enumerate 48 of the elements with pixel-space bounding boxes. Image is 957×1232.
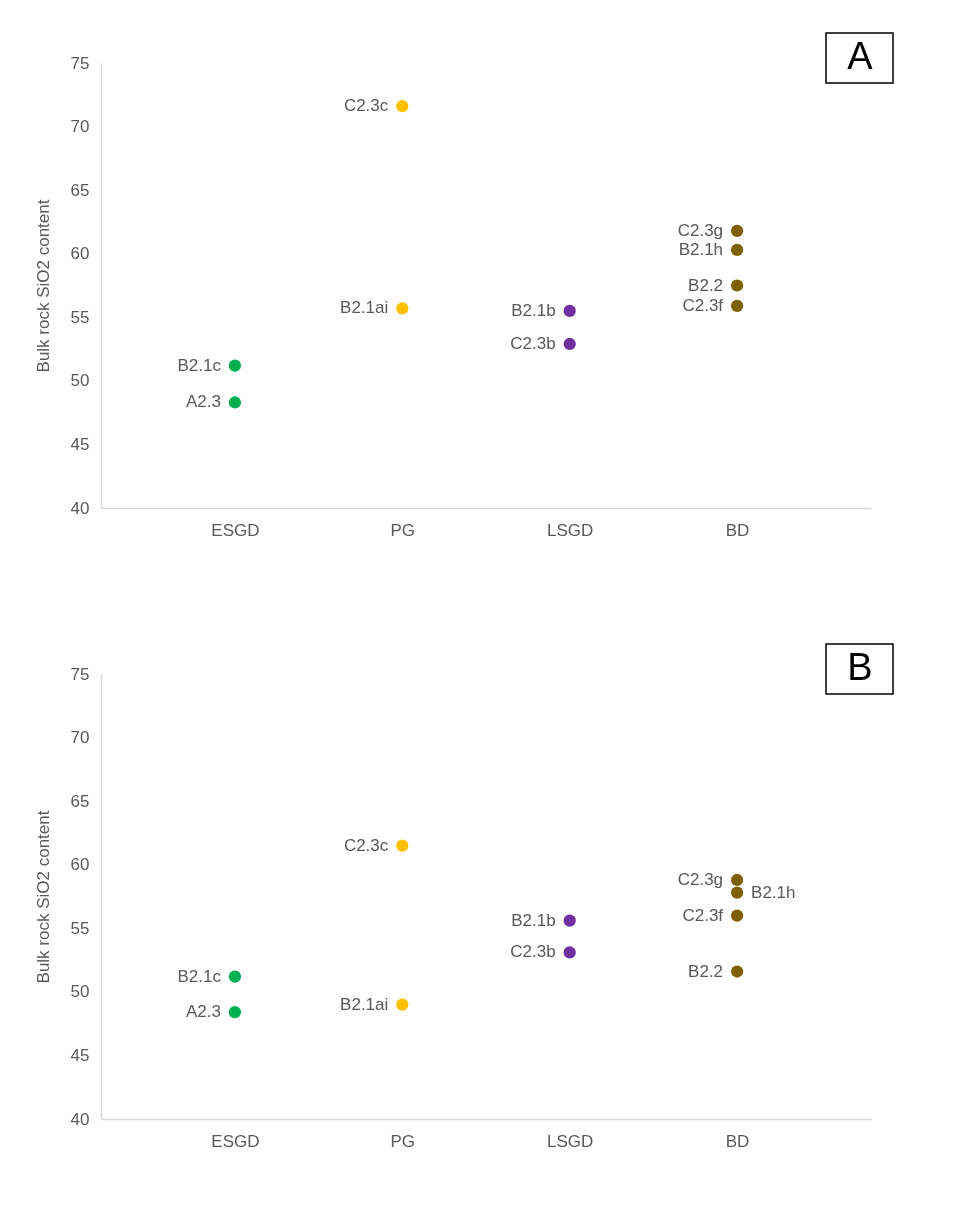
x-tick-label: PG <box>390 520 416 540</box>
y-tick-label: 40 <box>70 498 90 518</box>
annotation: C2.3g <box>677 220 724 240</box>
y-axis-title: Bulk rock SiO2 content <box>33 199 53 373</box>
annotation: C2.3c <box>343 835 389 855</box>
annotation: B2.1c <box>177 966 222 986</box>
y-tick-label: 55 <box>70 918 90 938</box>
annotation: B <box>847 646 873 688</box>
y-tick-label: 65 <box>70 791 90 811</box>
annotation: C2.3b <box>510 333 556 353</box>
annotation: C2.3g <box>677 869 724 889</box>
annotation: B2.1c <box>177 355 222 375</box>
y-tick-label: 45 <box>70 1045 90 1065</box>
y-tick-label: 50 <box>70 371 90 391</box>
x-tick-label: LSGD <box>547 520 594 540</box>
y-tick-label: 55 <box>70 307 90 327</box>
y-tick-label: 70 <box>70 728 90 748</box>
y-axis-title: Bulk rock SiO2 content <box>33 810 53 984</box>
x-tick-label: PG <box>390 1131 416 1151</box>
x-tick-label: LSGD <box>547 1131 594 1151</box>
y-tick-label: 40 <box>70 1109 90 1129</box>
annotation: B2.1h <box>751 882 796 902</box>
annotation: C2.3b <box>510 942 556 962</box>
annotation: B2.1ai <box>340 298 389 318</box>
annotation: C2.3f <box>682 905 724 925</box>
x-tick-label: ESGD <box>211 520 260 540</box>
y-tick-label: 75 <box>70 53 90 73</box>
annotation: B2.1ai <box>340 994 389 1014</box>
annotation: B2.1h <box>678 239 724 259</box>
y-tick-label: 75 <box>70 664 90 684</box>
x-tick-label: ESGD <box>211 1131 260 1151</box>
annotation: A2.3 <box>185 1002 221 1022</box>
annotation: B2.1b <box>511 910 556 930</box>
annotation: A2.3 <box>185 392 221 412</box>
y-tick-label: 60 <box>70 855 90 875</box>
annotation: C2.3c <box>343 96 389 116</box>
annotation: B2.2 <box>688 275 724 295</box>
y-tick-label: 50 <box>70 982 90 1002</box>
x-tick-label: BD <box>725 1131 750 1151</box>
annotation: B2.1b <box>511 300 556 320</box>
annotation: C2.3f <box>682 295 724 315</box>
annotation: A <box>847 35 874 77</box>
y-tick-label: 60 <box>70 244 90 264</box>
x-tick-label: BD <box>725 520 750 540</box>
y-tick-label: 45 <box>70 434 90 454</box>
y-tick-label: 70 <box>70 117 90 137</box>
annotation: B2.2 <box>688 961 724 981</box>
y-tick-label: 65 <box>70 180 90 200</box>
